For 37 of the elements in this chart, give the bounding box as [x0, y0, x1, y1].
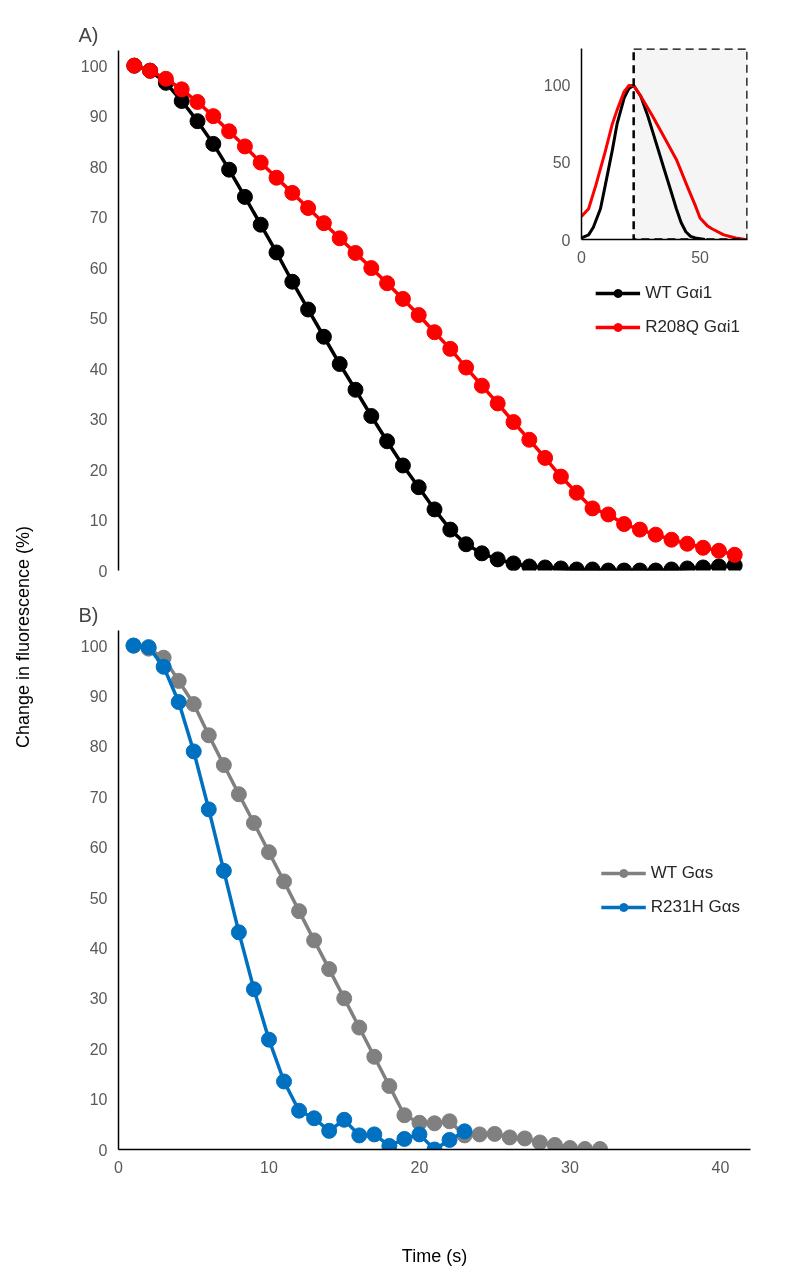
y-tick-label: 10: [89, 512, 108, 530]
legend-label: R208Q Gαi1: [645, 317, 740, 337]
x-axis-title: Time (s): [401, 1245, 468, 1266]
y-tick-label: 60: [89, 839, 108, 857]
y-tick-label: 50: [89, 310, 108, 328]
y-tick-label: 20: [89, 1040, 108, 1058]
y-tick-label: 0: [98, 562, 108, 580]
y-tick-label: 100: [543, 77, 571, 95]
legend-label: R231H Gαs: [650, 896, 740, 917]
y-tick-label: 0: [98, 1141, 108, 1159]
x-tick-label: 20: [410, 1158, 429, 1176]
y-tick-label: 10: [89, 1091, 108, 1109]
y-axis-title: Change in fluorescence (%): [12, 525, 33, 749]
y-tick-label: 50: [89, 889, 108, 907]
y-tick-label: 80: [89, 158, 108, 176]
y-tick-label: 100: [80, 57, 108, 75]
y-tick-label: 80: [89, 738, 108, 756]
x-tick-label: 10: [260, 1158, 278, 1176]
legend-label: WT Gαi1: [645, 283, 713, 303]
y-tick-label: 90: [89, 108, 108, 126]
x-tick-label: 0: [114, 1158, 124, 1176]
y-tick-label: 50: [552, 154, 571, 172]
y-tick-label: 100: [80, 637, 108, 655]
y-tick-label: 30: [89, 990, 108, 1008]
legend-label: WT Gαs: [650, 862, 714, 883]
y-tick-label: 90: [89, 688, 108, 705]
x-tick-label: 40: [711, 1158, 730, 1176]
y-tick-label: 0: [561, 231, 571, 249]
y-tick-label: 40: [89, 939, 108, 957]
chart-title: A): [78, 23, 99, 46]
y-tick-label: 70: [89, 788, 108, 806]
y-tick-label: 20: [89, 461, 108, 479]
chart-title: B): [78, 603, 99, 626]
y-tick-label: 70: [89, 209, 108, 227]
y-tick-label: 30: [89, 411, 108, 429]
y-tick-label: 40: [89, 360, 108, 378]
y-tick-label: 60: [89, 259, 108, 277]
